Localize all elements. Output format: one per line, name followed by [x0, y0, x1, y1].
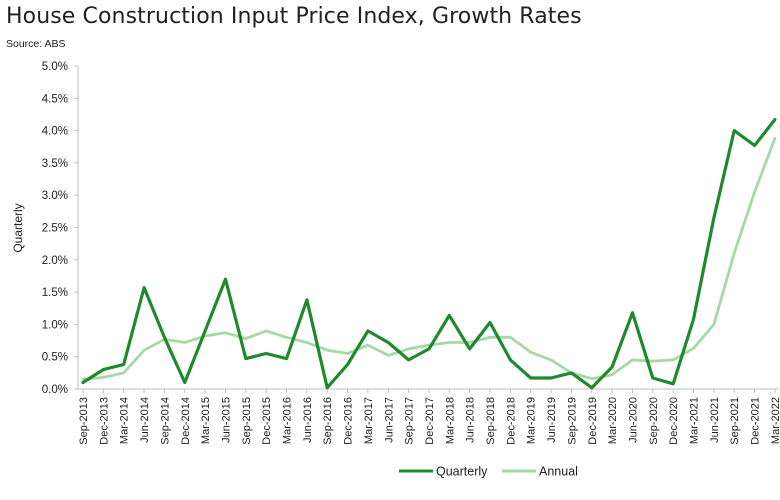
x-tick-label: Jun-2020 [627, 397, 639, 443]
x-tick-label: Sep-2013 [78, 397, 90, 445]
series-line-quarterly [81, 117, 777, 390]
legend-item-annual: Annual [502, 465, 578, 479]
x-tick-label: Sep-2021 [729, 397, 741, 445]
x-tick-label: Mar-2022 [770, 397, 780, 444]
x-tick-label: Mar-2014 [119, 397, 131, 444]
chart-subtitle: Source: ABS [6, 38, 66, 50]
y-tick-label: 3.5% [42, 158, 68, 170]
x-tick-label: Sep-2016 [322, 397, 334, 445]
x-tick-label: Mar-2018 [444, 397, 456, 444]
x-tick-label: Jun-2021 [709, 397, 721, 443]
x-tick-label: Sep-2017 [404, 397, 416, 445]
x-tick-label: Dec-2021 [750, 397, 762, 445]
x-axis-ticks: Sep-2013 Dec-2013 Mar-2014 Jun-2014 Sep-2014… [78, 389, 780, 445]
y-tick-label: 0.5% [42, 352, 68, 364]
x-tick-label: Mar-2019 [526, 397, 538, 444]
legend-label: Quarterly [436, 465, 488, 479]
x-tick-label: Mar-2020 [607, 397, 619, 444]
x-tick-label: Dec-2016 [343, 397, 355, 445]
axes [77, 66, 779, 390]
y-tick-label: 4.5% [42, 93, 68, 105]
x-tick-label: Jun-2016 [302, 397, 314, 443]
x-tick-label: Dec-2014 [180, 397, 192, 445]
y-tick-label: 2.0% [42, 255, 68, 267]
x-tick-label: Sep-2015 [241, 397, 253, 445]
y-axis-ticks: 0.0% 0.5% 1.0% 1.5% 2.0% 2.5% 3.0% 3.5% 4.0% 4.5%… [42, 61, 78, 396]
y-tick-label: 5.0% [42, 61, 68, 73]
x-tick-label: Jun-2015 [220, 397, 232, 443]
x-tick-label: Mar-2017 [363, 397, 375, 444]
legend-label: Annual [539, 465, 578, 479]
x-tick-label: Mar-2021 [689, 397, 701, 444]
x-tick-label: Dec-2019 [587, 397, 599, 445]
x-tick-label: Sep-2014 [159, 397, 171, 445]
series-line-annual [81, 136, 777, 381]
legend: Quarterly Annual [399, 465, 578, 479]
legend-item-quarterly: Quarterly [399, 465, 488, 479]
chart-title: House Construction Input Price Index, Gr… [6, 4, 582, 29]
series-lines [81, 117, 777, 390]
x-tick-label: Dec-2017 [424, 397, 436, 445]
x-tick-label: Dec-2018 [505, 397, 517, 445]
x-tick-label: Dec-2013 [98, 397, 110, 445]
y-tick-label: 3.0% [42, 190, 68, 202]
x-tick-label: Sep-2019 [566, 397, 578, 445]
y-tick-label: 1.0% [42, 319, 68, 331]
x-tick-label: Mar-2015 [200, 397, 212, 444]
x-tick-label: Jun-2019 [546, 397, 558, 443]
x-tick-label: Sep-2018 [485, 397, 497, 445]
x-tick-label: Jun-2014 [139, 397, 151, 443]
y-tick-label: 1.5% [42, 287, 68, 299]
x-tick-label: Sep-2020 [648, 397, 660, 445]
x-tick-label: Jun-2018 [465, 397, 477, 443]
x-tick-label: Mar-2016 [282, 397, 294, 444]
y-axis-label: Quarterly [11, 203, 25, 252]
x-tick-label: Jun-2017 [383, 397, 395, 443]
y-tick-label: 4.0% [42, 126, 68, 138]
x-tick-label: Dec-2015 [261, 397, 273, 445]
y-tick-label: 0.0% [42, 384, 68, 396]
x-tick-label: Dec-2020 [668, 397, 680, 445]
y-tick-label: 2.5% [42, 223, 68, 235]
